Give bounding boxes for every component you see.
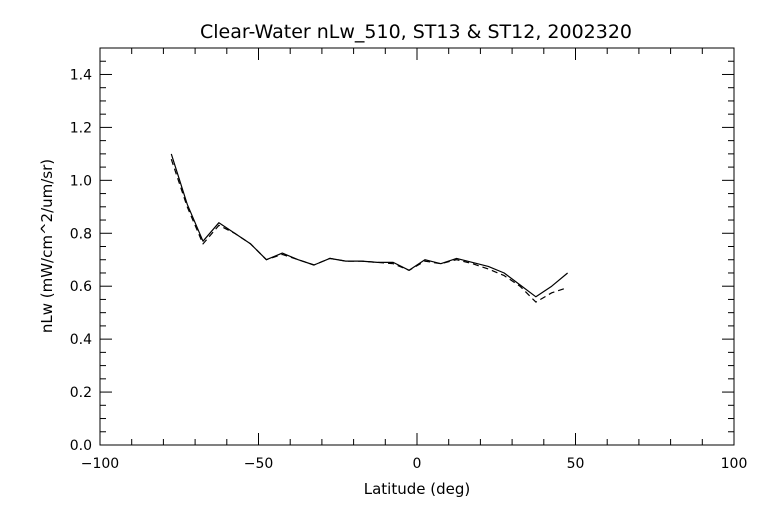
y-axis-label: nLw (mW/cm^2/um/sr) <box>38 159 56 333</box>
plot-frame <box>99 47 735 446</box>
y-tick-label: 0.4 <box>70 332 92 348</box>
x-tick-label: 100 <box>721 456 748 472</box>
x-axis: −100 −50 0 50 100 <box>81 48 748 472</box>
chart-title: Clear-Water nLw_510, ST13 & ST12, 200232… <box>200 21 632 43</box>
x-tick-label: −100 <box>81 456 119 472</box>
y-tick-label: 1.2 <box>70 120 92 136</box>
y-axis: 0.0 0.2 0.4 0.6 0.8 1.0 1.2 1.4 <box>70 47 734 454</box>
y-tick-label: 0.6 <box>70 279 92 295</box>
series-layer <box>170 153 568 303</box>
x-axis-label: Latitude (deg) <box>364 480 470 498</box>
x-tick-label: 0 <box>413 456 422 472</box>
y-tick-label: 1.4 <box>70 67 92 83</box>
series-line-solid <box>170 153 568 298</box>
y-tick-label: 1.0 <box>70 173 92 189</box>
x-tick-label: −50 <box>244 456 274 472</box>
y-tick-label: 0.0 <box>70 438 92 454</box>
y-tick-label: 0.8 <box>70 226 92 242</box>
series-line-dashed <box>170 159 568 303</box>
y-tick-label: 0.2 <box>70 385 92 401</box>
x-tick-label: 50 <box>567 456 585 472</box>
